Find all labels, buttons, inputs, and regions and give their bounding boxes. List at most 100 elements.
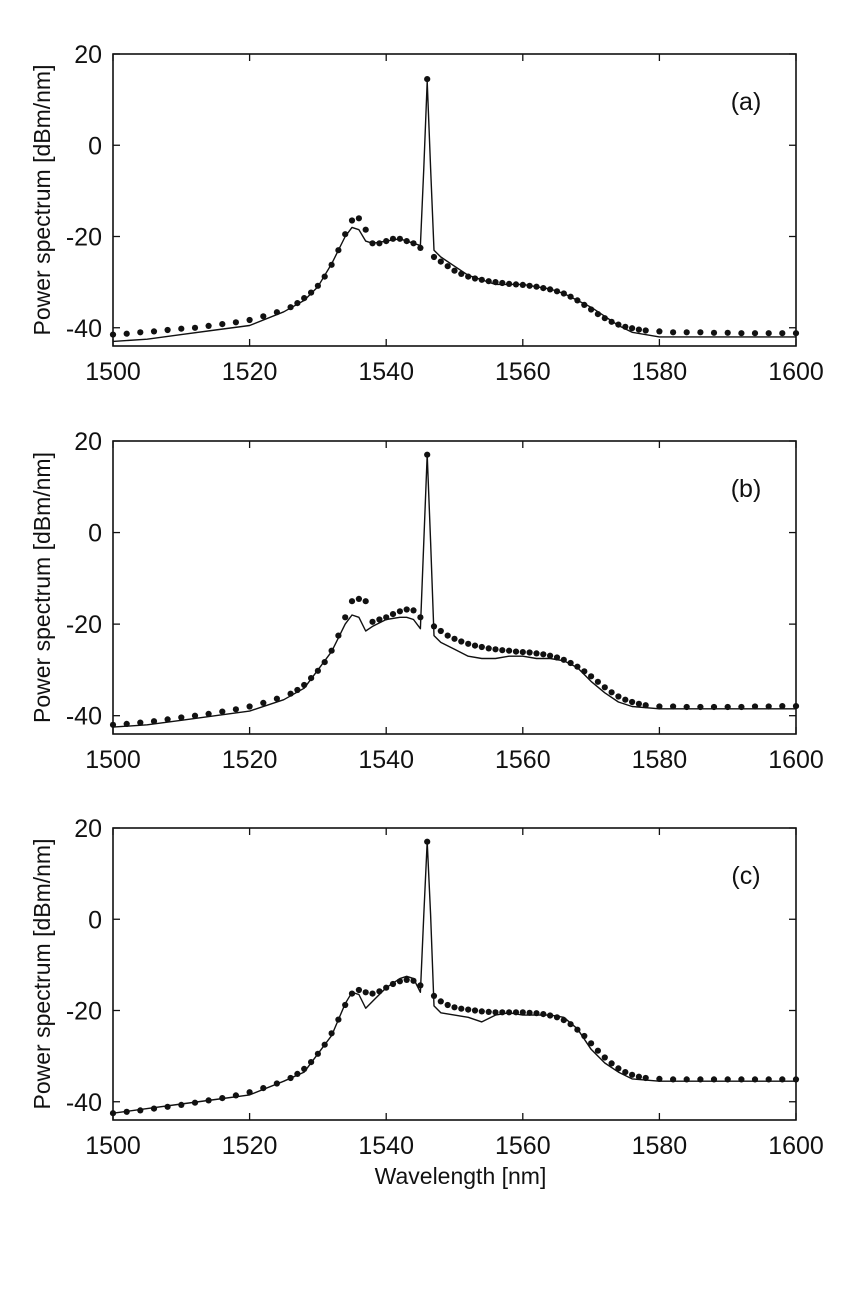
x-tick-label: 1560	[495, 358, 551, 386]
data-point	[376, 240, 383, 247]
data-point	[301, 681, 308, 689]
data-point	[751, 1076, 759, 1083]
data-point	[683, 703, 690, 711]
data-point	[376, 988, 383, 995]
data-point	[683, 1076, 690, 1083]
data-point	[205, 710, 212, 718]
data-point	[792, 703, 800, 710]
data-point	[471, 1007, 479, 1014]
data-point	[321, 659, 328, 666]
y-tick-label: -20	[66, 998, 102, 1026]
data-point	[588, 306, 595, 313]
data-point	[670, 329, 677, 336]
data-point	[321, 273, 328, 280]
data-point	[465, 640, 472, 647]
data-point	[437, 258, 444, 265]
data-point	[123, 330, 130, 337]
x-tick-label: 1520	[222, 746, 278, 774]
x-tick-label: 1500	[85, 1132, 141, 1160]
data-point	[403, 238, 410, 245]
data-point	[232, 1092, 239, 1099]
series-line	[112, 454, 796, 728]
data-point	[601, 315, 608, 322]
data-point	[458, 638, 465, 645]
data-point	[389, 611, 397, 618]
data-point	[594, 678, 602, 685]
data-point	[601, 684, 608, 691]
x-tick-label: 1520	[222, 358, 278, 386]
data-point	[629, 325, 636, 332]
data-point	[362, 989, 369, 996]
data-point	[178, 714, 185, 721]
data-point	[670, 703, 677, 710]
data-point	[574, 663, 581, 670]
data-point	[485, 1008, 492, 1016]
data-point	[314, 667, 321, 674]
data-point	[765, 330, 772, 337]
x-tick-label: 1520	[222, 1132, 278, 1160]
data-point	[328, 1030, 335, 1037]
data-point	[396, 235, 403, 242]
data-point	[608, 318, 615, 325]
data-point	[273, 309, 280, 316]
data-point	[342, 231, 349, 238]
data-point	[622, 1069, 629, 1076]
data-point	[499, 647, 506, 654]
data-point	[273, 695, 280, 702]
data-point	[765, 703, 772, 710]
x-tick-label: 1580	[632, 746, 688, 774]
data-point	[294, 300, 301, 307]
data-point	[458, 270, 465, 277]
data-point	[751, 330, 759, 337]
data-point	[574, 297, 581, 304]
data-point	[547, 652, 554, 659]
data-point	[622, 696, 629, 703]
data-point	[485, 278, 492, 285]
data-point	[629, 698, 636, 706]
data-point	[512, 648, 520, 655]
plot-frame	[112, 440, 797, 735]
y-tick-label: -40	[66, 703, 102, 731]
data-point	[594, 1047, 602, 1054]
data-point	[451, 1004, 458, 1011]
data-point	[478, 643, 485, 651]
data-point	[328, 647, 335, 654]
plot-frame	[112, 53, 797, 347]
data-point	[430, 253, 438, 261]
data-point	[355, 215, 362, 222]
x-tick-label: 1580	[632, 358, 688, 386]
data-point	[656, 1075, 663, 1082]
data-point	[533, 283, 540, 290]
data-point	[710, 703, 718, 711]
data-point	[608, 1060, 615, 1067]
data-point	[540, 1011, 547, 1018]
data-point	[656, 328, 663, 335]
data-point	[540, 285, 547, 292]
data-point	[294, 686, 301, 694]
data-point	[608, 689, 615, 696]
data-point	[369, 990, 376, 997]
data-point	[437, 998, 444, 1005]
data-point	[567, 1021, 574, 1028]
data-point	[724, 1076, 731, 1083]
data-point	[424, 838, 431, 845]
data-point	[751, 703, 759, 710]
data-point	[465, 1006, 472, 1013]
data-point	[164, 716, 171, 723]
data-point	[499, 279, 506, 287]
x-tick-label: 1500	[85, 358, 141, 386]
x-tick-label: 1540	[358, 358, 414, 386]
data-point	[533, 1010, 540, 1017]
data-point	[232, 319, 239, 326]
data-point	[526, 1009, 533, 1016]
data-point	[109, 331, 117, 338]
data-point	[656, 703, 663, 710]
data-point	[362, 598, 369, 605]
series-dots	[109, 451, 800, 728]
data-point	[205, 1097, 212, 1104]
data-point	[246, 703, 253, 710]
data-point	[444, 632, 451, 639]
data-point	[328, 261, 335, 268]
data-point	[191, 1099, 199, 1106]
data-point	[383, 614, 390, 621]
